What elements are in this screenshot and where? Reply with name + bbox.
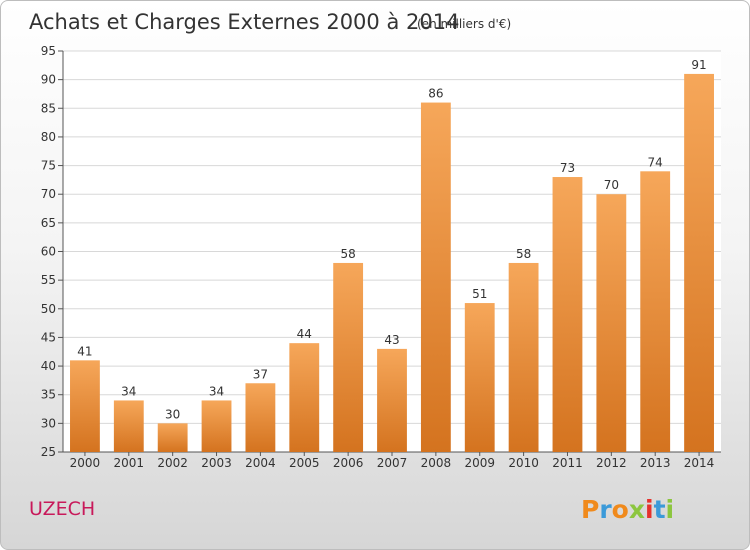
data-label: 30 — [165, 407, 180, 421]
data-label: 91 — [691, 58, 706, 72]
y-tick-label: 80 — [41, 130, 56, 144]
commune-name: UZECH — [29, 498, 95, 520]
bar — [157, 423, 188, 452]
x-tick-label: 2004 — [245, 456, 276, 470]
logo-letter: i — [645, 495, 654, 524]
data-label: 58 — [340, 247, 355, 261]
data-label: 34 — [121, 384, 136, 398]
x-tick-label: 2007 — [377, 456, 408, 470]
x-tick-label: 2009 — [464, 456, 495, 470]
plot-area: 25 30 35 40 45 50 55 60 65 70 75 80 85 90 95 41 2000 34 20… — [41, 44, 721, 470]
y-tick-label: 75 — [41, 159, 56, 173]
x-tick-label: 2011 — [552, 456, 583, 470]
data-label: 34 — [209, 384, 224, 398]
x-tick-label: 2008 — [421, 456, 452, 470]
y-tick-label: 95 — [41, 44, 56, 58]
x-tick-label: 2002 — [157, 456, 188, 470]
x-tick-label: 2005 — [289, 456, 320, 470]
bar — [201, 400, 232, 452]
bar — [377, 348, 407, 452]
bar — [333, 262, 364, 452]
bar — [552, 177, 583, 452]
data-label: 86 — [428, 87, 443, 101]
data-label: 73 — [560, 161, 575, 175]
logo-text: Proxiti — [581, 495, 674, 524]
logo-letter: r — [599, 495, 612, 524]
bar — [596, 194, 627, 452]
y-tick-label: 40 — [41, 359, 56, 373]
y-tick-label: 35 — [41, 388, 56, 402]
bar — [70, 360, 100, 452]
y-tick-label: 50 — [41, 302, 56, 316]
logo-letter: t — [654, 495, 666, 524]
bar — [464, 303, 495, 452]
bar — [684, 73, 714, 453]
bar — [508, 262, 539, 452]
x-tick-label: 2000 — [70, 456, 101, 470]
data-label: 43 — [384, 333, 399, 347]
bar — [640, 171, 671, 453]
y-tick-label: 55 — [41, 273, 56, 287]
x-tick-label: 2010 — [508, 456, 539, 470]
bar — [289, 343, 320, 452]
logo-letter: P — [581, 495, 599, 524]
chart-subtitle: (en milliers d'€) — [417, 17, 511, 31]
x-tick-label: 2006 — [333, 456, 364, 470]
data-label: 74 — [648, 155, 663, 169]
x-tick-label: 2003 — [201, 456, 232, 470]
y-tick-label: 70 — [41, 187, 56, 201]
y-tick-label: 45 — [41, 330, 56, 344]
logo-letter: x — [629, 495, 645, 524]
data-label: 37 — [253, 367, 268, 381]
data-label: 70 — [604, 178, 619, 192]
y-tick-label: 25 — [41, 445, 56, 459]
y-tick-label: 30 — [41, 416, 56, 430]
data-label: 58 — [516, 247, 531, 261]
bar — [113, 400, 144, 452]
y-tick-label: 85 — [41, 101, 56, 115]
logo-letter: i — [666, 495, 675, 524]
data-label: 44 — [297, 327, 312, 341]
bar — [420, 102, 451, 453]
bar — [245, 383, 276, 452]
data-label: 41 — [77, 344, 92, 358]
y-tick-label: 90 — [41, 73, 56, 87]
x-tick-label: 2012 — [596, 456, 627, 470]
chart-title: Achats et Charges Externes 2000 à 2014 — [29, 10, 459, 34]
x-tick-label: 2014 — [684, 456, 715, 470]
y-tick-label: 65 — [41, 216, 56, 230]
x-tick-label: 2001 — [114, 456, 145, 470]
proxiti-logo: Proxiti — [581, 495, 674, 524]
logo-letter: o — [612, 495, 629, 524]
data-label: 51 — [472, 287, 487, 301]
y-tick-label: 60 — [41, 245, 56, 259]
x-tick-label: 2013 — [640, 456, 671, 470]
